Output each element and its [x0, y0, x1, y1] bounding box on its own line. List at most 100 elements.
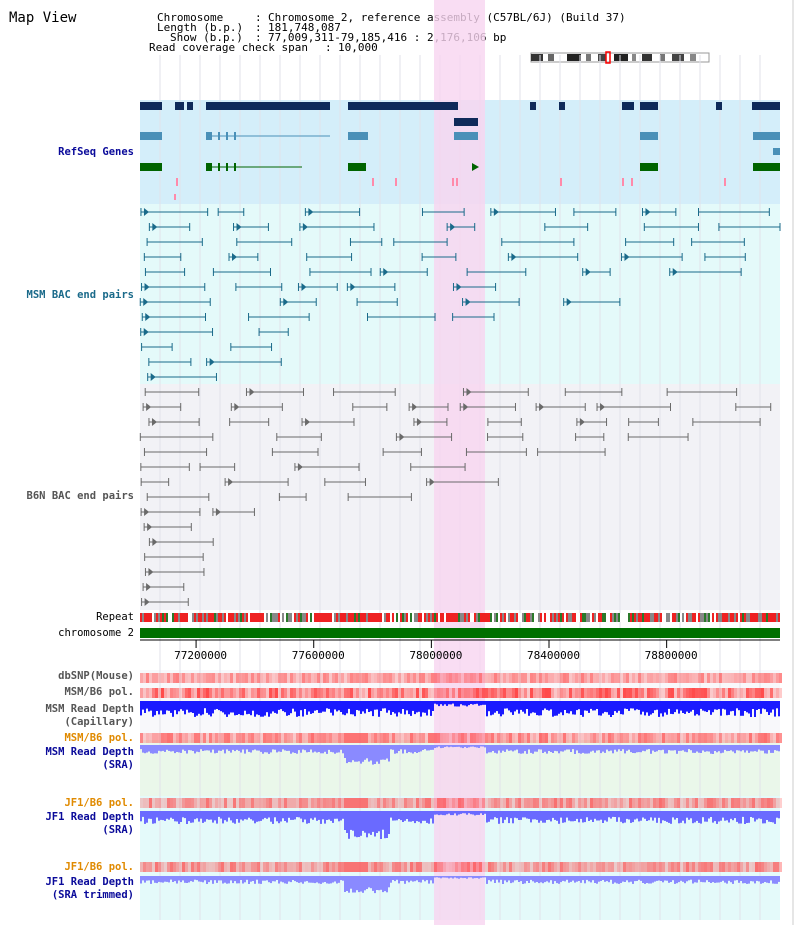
jf1-b6-pol-cell	[236, 798, 239, 808]
msm-sra-depth-bar	[678, 745, 680, 751]
msm-capillary-depth-bar	[432, 701, 434, 711]
msm-capillary-depth-bar	[222, 701, 224, 713]
msm-sra-depth-bar	[162, 745, 164, 751]
msm-sra-depth-bar	[226, 745, 228, 750]
repeat-element	[544, 613, 546, 622]
jf1-sra-depth-bar	[402, 811, 404, 822]
jf1-trimmed-depth-bar	[388, 876, 390, 888]
jf1-b6-pol-trimmed-cell	[719, 862, 722, 872]
repeat-element	[294, 613, 296, 622]
repeat-element	[416, 613, 418, 622]
jf1-b6-pol-cell	[227, 798, 230, 808]
jf1-trimmed-depth-bar	[672, 876, 674, 881]
repeat-element	[144, 613, 146, 622]
jf1-trimmed-depth-bar	[242, 876, 244, 884]
msm-b6-pol-sra-cell	[539, 733, 542, 743]
jf1-sra-depth-bar	[216, 811, 218, 824]
jf1-b6-pol-trimmed-cell	[251, 862, 254, 872]
msm-b6-pol-cell	[236, 688, 239, 698]
repeat-element	[618, 613, 620, 622]
msm-capillary-depth-bar	[488, 701, 490, 712]
jf1-trimmed-depth-bar	[472, 876, 474, 879]
msm-b6-pol-cell	[746, 688, 749, 698]
repeat-element	[354, 613, 356, 622]
msm-b6-pol-sra-cell	[152, 733, 155, 743]
msm-b6-pol-cell	[644, 688, 647, 698]
jf1-sra-depth-bar	[322, 811, 324, 820]
msm-capillary-depth-bar	[200, 701, 202, 716]
jf1-b6-pol-cell	[737, 798, 740, 808]
msm-b6-pol-cell	[227, 688, 230, 698]
jf1-trimmed-depth-bar	[526, 876, 528, 881]
jf1-trimmed-depth-bar	[356, 876, 358, 891]
b6n-bac-marker	[146, 403, 152, 411]
msm-bac-marker	[143, 328, 149, 336]
repeat-element	[504, 613, 506, 622]
msm-b6-pol-cell	[527, 688, 530, 698]
msm-sra-depth-bar	[676, 745, 678, 754]
jf1-sra-depth-bar	[188, 811, 190, 822]
msm-sra-depth-bar	[624, 745, 626, 754]
msm-capillary-depth-bar	[744, 701, 746, 711]
msm-sra-depth-bar	[236, 745, 238, 750]
jf1-b6-pol-cell	[374, 798, 377, 808]
dbsnp-cell	[419, 673, 422, 683]
ideogram-band	[614, 54, 628, 61]
repeat-element	[528, 613, 530, 622]
msm-b6-pol-cell	[263, 688, 266, 698]
msm-sra-depth-bar	[416, 745, 418, 753]
jf1-b6-pol-trimmed-cell	[500, 862, 503, 872]
msm-sra-depth-bar	[560, 745, 562, 752]
jf1-b6-pol-cell	[671, 798, 674, 808]
msm-bac-marker	[672, 268, 678, 276]
repeat-element	[684, 613, 686, 622]
msm-capillary-depth-bar	[618, 701, 620, 711]
msm-b6-pol-cell	[374, 688, 377, 698]
repeat-element	[178, 613, 180, 622]
dbsnp-cell	[389, 673, 392, 683]
repeat-element	[296, 613, 298, 622]
msm-capillary-depth-bar	[204, 701, 206, 709]
msm-b6-pol-cell	[440, 688, 443, 698]
dbsnp-cell	[218, 673, 221, 683]
msm-sra-depth-bar	[672, 745, 674, 751]
msm-capillary-depth-bar	[658, 701, 660, 717]
jf1-b6-pol-cell	[281, 798, 284, 808]
jf1-b6-pol-trimmed-cell	[452, 862, 455, 872]
msm-sra-depth-bar	[774, 745, 776, 751]
repeat-element	[612, 613, 614, 622]
repeat-element	[626, 613, 628, 622]
dbsnp-cell	[479, 673, 482, 683]
dbsnp-cell	[233, 673, 236, 683]
jf1-sra-depth-bar	[496, 811, 498, 819]
jf1-trimmed-depth-bar	[710, 876, 712, 883]
msm-capillary-depth-bar	[212, 701, 214, 714]
label-jf1-b6-pol-trimmed: JF1/B6 pol.	[64, 861, 134, 873]
jf1-b6-pol-trimmed-cell	[371, 862, 374, 872]
msm-capillary-depth-bar	[228, 701, 230, 715]
msm-sra-depth-bar	[544, 745, 546, 752]
dbsnp-cell	[695, 673, 698, 683]
jf1-sra-depth-bar	[746, 811, 748, 823]
jf1-b6-pol-cell	[593, 798, 596, 808]
msm-sra-depth-bar	[472, 745, 474, 747]
msm-capillary-depth-bar	[350, 701, 352, 715]
jf1-b6-pol-trimmed-cell	[212, 862, 215, 872]
msm-b6-pol-sra-cell	[521, 733, 524, 743]
msm-capillary-depth-bar	[242, 701, 244, 716]
label-repeat: Repeat	[96, 611, 134, 623]
refseq-gene-exon	[368, 102, 458, 110]
b6n-bac-marker	[463, 403, 469, 411]
jf1-sra-depth-bar	[250, 811, 252, 820]
jf1-sra-depth-bar	[486, 811, 488, 823]
msm-capillary-depth-bar	[574, 701, 576, 715]
dbsnp-cell	[779, 673, 782, 683]
msm-b6-pol-sra-cell	[311, 733, 314, 743]
jf1-sra-depth-bar	[656, 811, 658, 823]
msm-capillary-depth-bar	[614, 701, 616, 712]
jf1-trimmed-depth-bar	[162, 876, 164, 883]
jf1-b6-pol-trimmed-cell	[593, 862, 596, 872]
jf1-b6-pol-trimmed-cell	[269, 862, 272, 872]
repeat-element	[642, 613, 644, 622]
